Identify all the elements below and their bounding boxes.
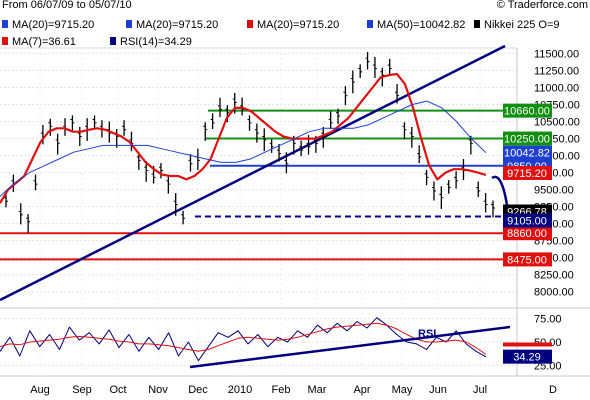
legend-label: MA(20)=9715.20 — [257, 19, 339, 31]
price-tag-box — [503, 226, 552, 241]
ma50-line — [0, 100, 487, 197]
price-tag-label: 10042.82 — [504, 148, 550, 160]
legend-label: MA(20)=9715.20 — [136, 19, 218, 31]
copyright: © Traderforce.com — [496, 0, 588, 11]
y-tick-label: 11250.00 — [534, 65, 579, 77]
legend-swatch — [474, 20, 480, 28]
x-tick-label: Dec — [188, 384, 208, 396]
rsi-annotation: RSI — [418, 328, 436, 340]
price-tag-box — [503, 131, 552, 146]
price-tag-box — [503, 165, 552, 180]
legend-swatch — [110, 37, 116, 45]
x-tick-label: Apr — [353, 384, 370, 396]
price-tag-label: 8860.00 — [507, 228, 547, 240]
x-tick-label: D — [549, 384, 557, 396]
legend-label: MA(7)=36.61 — [12, 36, 76, 48]
price-tag-label: 9715.20 — [507, 168, 547, 180]
legend-swatch — [367, 20, 373, 28]
y-tick-label: 11500.00 — [534, 48, 579, 60]
y-tick-label: 10500.00 — [534, 117, 580, 129]
price-tag-label: 9105.00 — [507, 216, 547, 228]
ma20-line — [0, 72, 487, 204]
price-tag-box — [503, 252, 552, 267]
y-tick-label: 8000.00 — [534, 287, 574, 299]
price-tag-box — [503, 213, 552, 228]
trendline — [0, 44, 506, 302]
legend-swatch — [247, 20, 253, 28]
x-tick-label: Oct — [109, 384, 126, 396]
x-tick-label: May — [392, 384, 413, 396]
legend-label: MA(20)=9715.20 — [12, 19, 94, 31]
legend-label: MA(50)=10042.82 — [377, 19, 465, 31]
x-tick-label: Feb — [272, 384, 291, 396]
x-tick-label: Mar — [308, 384, 327, 396]
x-tick-label: 2010 — [228, 384, 252, 396]
x-tick-label: Jul — [473, 384, 487, 396]
x-tick-label: Nov — [148, 384, 168, 396]
legend-swatch — [126, 20, 132, 28]
price-tag-box — [503, 349, 552, 364]
date-range: From 06/07/09 to 05/07/10 — [2, 0, 132, 11]
price-tag-box — [503, 103, 552, 118]
price-tag-label: 34.29 — [513, 352, 541, 364]
rsi-tick-label: 75.00 — [534, 314, 562, 326]
legend-swatch — [2, 37, 8, 45]
y-tick-label: 9500.00 — [534, 185, 574, 197]
x-tick-label: Sep — [72, 384, 92, 396]
price-tag-box — [503, 145, 552, 160]
price-tag-label: 10660.00 — [504, 106, 550, 118]
rsi-ma7-line — [0, 322, 487, 355]
rsi-trendline — [189, 325, 511, 369]
legend-swatch — [2, 20, 8, 28]
price-tag-label: 8475.00 — [507, 254, 547, 266]
x-tick-label: Aug — [30, 384, 50, 396]
y-tick-label: 11000.00 — [534, 82, 579, 94]
legend-label: RSI(14)=34.29 — [120, 36, 192, 48]
legend-label: Nikkei 225 O=9 — [484, 19, 560, 31]
y-tick-label: 8250.00 — [534, 270, 574, 282]
x-tick-label: Jun — [429, 384, 447, 396]
price-tag-label: 10250.00 — [504, 134, 550, 146]
rsi-ma7-marker — [503, 342, 552, 347]
